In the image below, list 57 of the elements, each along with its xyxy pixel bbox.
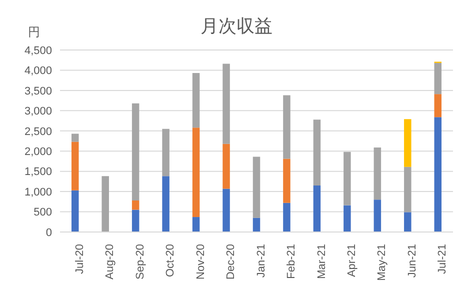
- bar: [71, 142, 79, 190]
- y-tick-label: 2,000: [24, 146, 52, 158]
- x-tick-label: Aug-20: [104, 244, 116, 280]
- bar: [404, 166, 412, 212]
- y-tick-label: 3,000: [24, 106, 52, 118]
- y-tick-label: 500: [34, 206, 52, 219]
- bar: [404, 212, 412, 232]
- x-tick-label: Jul-21: [436, 244, 449, 274]
- bar: [313, 185, 321, 232]
- bar: [222, 144, 230, 189]
- bar: [374, 200, 382, 232]
- bar: [434, 94, 442, 118]
- y-tick-label: 1,000: [24, 186, 52, 198]
- chart-title: 月次収益: [200, 16, 272, 36]
- bar: [252, 218, 260, 232]
- bar: [404, 119, 412, 167]
- x-tick-label: Oct-20: [164, 244, 177, 278]
- y-tick-label: 4,500: [24, 44, 52, 57]
- y-tick-label: 0: [46, 226, 52, 239]
- bar: [434, 62, 442, 94]
- bar: [162, 128, 170, 176]
- y-tick-label: 1,500: [24, 166, 52, 178]
- x-tick-label: Mar-21: [316, 244, 328, 279]
- bar: [344, 205, 351, 232]
- x-tick-label: Jan-21: [255, 244, 268, 278]
- bar: [344, 152, 351, 206]
- x-tick-label: Feb-21: [286, 244, 298, 279]
- x-tick-label: Sep-20: [134, 244, 146, 280]
- x-tick-label: Apr-21: [346, 244, 358, 278]
- bar: [132, 200, 140, 210]
- bar: [222, 64, 230, 144]
- bar: [434, 117, 442, 232]
- bar: [162, 176, 170, 232]
- x-tick-label: Jul-20: [74, 244, 86, 274]
- bar: [71, 190, 79, 232]
- bar: [283, 158, 290, 203]
- bar: [374, 147, 382, 200]
- bar: [313, 120, 321, 186]
- bar: [132, 210, 140, 232]
- bar: [192, 128, 200, 218]
- y-tick-label: 3,500: [24, 85, 52, 98]
- x-tick-label: Dec-20: [225, 244, 238, 280]
- bar: [102, 176, 109, 232]
- bar: [283, 95, 290, 159]
- x-tick-label: May-21: [376, 244, 388, 281]
- bar: [222, 188, 230, 232]
- bar: [71, 134, 79, 142]
- bar: [252, 156, 260, 218]
- bar: [192, 217, 200, 232]
- y-axis-title: 円: [28, 24, 40, 41]
- bar: [132, 103, 140, 200]
- x-tick-label: Jun-21: [406, 244, 418, 278]
- x-tick-label: Nov-20: [194, 244, 207, 280]
- bar: [192, 73, 200, 128]
- y-tick-label: 2,500: [24, 126, 52, 138]
- y-tick-label: 4,000: [24, 65, 52, 78]
- bar: [283, 202, 290, 232]
